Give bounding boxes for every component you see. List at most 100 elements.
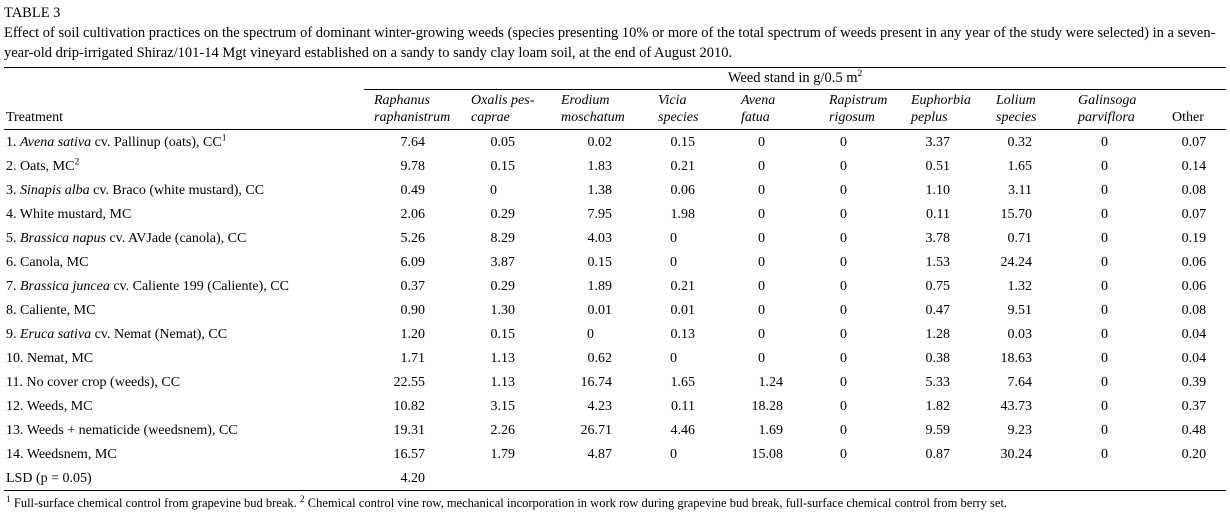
value-cell: 0 xyxy=(840,350,847,366)
footnote: 1 Full-surface chemical control from gra… xyxy=(4,495,1228,511)
value-cell: 3.37 xyxy=(925,134,951,150)
table-row: 10. Nemat, MC 1.71 1.13 0.62 0 0 0 0.38 18.63 0 0.… xyxy=(4,346,1226,370)
value-cell: 0.01 xyxy=(670,302,696,318)
data-table: Weed stand in g/0.5 m2 Treatment Raphanu… xyxy=(4,67,1227,491)
text-segment: 9. xyxy=(6,326,20,342)
value-cell: 24.24 xyxy=(1000,254,1033,270)
treatment-cell: 10. Nemat, MC xyxy=(4,346,364,370)
text-segment: 5. xyxy=(6,230,20,246)
value-cell: 0.48 xyxy=(1181,422,1207,438)
value-cell: 0.37 xyxy=(1181,398,1207,414)
value-cell: 0.06 xyxy=(1181,254,1207,270)
column-header-parviflora: Galinsoga parviflora xyxy=(1068,89,1162,130)
empty-cell xyxy=(648,466,731,491)
value-cell: 8.29 xyxy=(490,230,516,246)
lsd-row: LSD (p = 0.05) 4.20 xyxy=(4,466,1227,491)
value-cell: 18.63 xyxy=(1000,350,1033,366)
value-cell: 0.51 xyxy=(925,158,951,174)
value-cell: 0.04 xyxy=(1181,326,1207,342)
value-cell: 0.29 xyxy=(490,278,516,294)
superscript: 2 xyxy=(74,156,80,167)
value-cell: 1.89 xyxy=(587,278,613,294)
value-cell: 0.15 xyxy=(670,134,696,150)
text-segment: 10. Nemat, MC xyxy=(6,350,94,366)
text-segment: cv. Nemat (Nemat), CC xyxy=(91,326,228,342)
empty-cell xyxy=(1162,466,1227,491)
superscript: 1 xyxy=(221,132,227,143)
empty-cell xyxy=(986,466,1068,491)
value-cell: 0.21 xyxy=(670,278,696,294)
column-header-species: Lolium species xyxy=(986,89,1068,130)
empty-cell xyxy=(819,466,901,491)
treatment-cell: 4. White mustard, MC xyxy=(4,202,364,226)
value-cell: 0.13 xyxy=(670,326,696,342)
value-cell: 0 xyxy=(1101,206,1108,222)
value-cell: 0.06 xyxy=(670,182,696,198)
value-cell: 0.11 xyxy=(671,398,695,414)
value-cell: 0.14 xyxy=(1181,158,1207,174)
value-cell: 0.07 xyxy=(1181,206,1207,222)
value-cell: 0.38 xyxy=(925,350,951,366)
value-cell: 4.23 xyxy=(587,398,613,414)
value-cell: 0 xyxy=(1101,398,1108,414)
value-cell: 0.29 xyxy=(490,206,516,222)
table-row: 11. No cover crop (weeds), CC 22.55 1.13 16… xyxy=(4,370,1226,394)
value-cell: 0.20 xyxy=(1181,446,1207,462)
text-segment: 4. White mustard, MC xyxy=(6,206,132,222)
text-segment: cv. Braco (white mustard), CC xyxy=(89,182,265,198)
table-row: 14. Weedsnem, MC 16.57 1.79 4.87 0 15.08 0 0.87… xyxy=(4,442,1226,466)
value-cell: 1.65 xyxy=(1007,158,1033,174)
value-cell: 0 xyxy=(840,302,847,318)
text-segment: cv. Caliente 199 (Caliente), CC xyxy=(109,278,289,294)
value-cell: 1.38 xyxy=(587,182,613,198)
value-cell: 0.75 xyxy=(925,278,951,294)
value-cell: 9.78 xyxy=(400,158,426,174)
text-segment: 13. Weeds + nematicide (weedsnem), CC xyxy=(6,422,238,438)
species-name: Brassica napus xyxy=(20,230,106,246)
value-cell: 0.62 xyxy=(587,350,613,366)
treatment-column-header: Treatment xyxy=(4,89,364,130)
value-cell: 0 xyxy=(1101,278,1108,294)
text-segment: 1. xyxy=(6,134,20,150)
treatment-cell: 6. Canola, MC xyxy=(4,250,364,274)
value-cell: 22.55 xyxy=(393,374,426,390)
value-cell: 10.82 xyxy=(393,398,426,414)
treatment-cell: 2. Oats, MC2 xyxy=(4,154,364,178)
text-segment: cv. Pallinup (oats), CC xyxy=(91,134,222,150)
value-cell: 0 xyxy=(1101,446,1108,462)
value-cell: 1.30 xyxy=(490,302,516,318)
value-cell: 4.46 xyxy=(670,422,696,438)
value-cell: 0 xyxy=(840,134,847,150)
value-cell: 0 xyxy=(758,302,765,318)
value-cell: 1.65 xyxy=(670,374,696,390)
value-cell: 0.15 xyxy=(490,158,516,174)
species-name: Eruca sativa xyxy=(20,326,92,342)
value-cell: 0.49 xyxy=(400,182,426,198)
value-cell: 0 xyxy=(840,326,847,342)
table-row: 4. White mustard, MC 2.06 0.29 7.95 1.98 0 0 0.… xyxy=(4,202,1226,226)
table-row: 12. Weeds, MC 10.82 3.15 4.23 0.11 18.28 0 1.82… xyxy=(4,394,1226,418)
value-cell: 7.64 xyxy=(400,134,426,150)
value-cell: 1.20 xyxy=(400,326,426,342)
value-cell: 0.01 xyxy=(587,302,613,318)
empty-cell xyxy=(1068,466,1162,491)
value-cell: 0 xyxy=(1101,422,1108,438)
value-cell: 0.32 xyxy=(1007,134,1033,150)
value-cell: 0.21 xyxy=(670,158,696,174)
table-row: 9. Eruca sativa cv. Nemat (Nemat), CC 1.2… xyxy=(4,322,1226,346)
value-cell: 7.95 xyxy=(587,206,613,222)
value-cell: 1.98 xyxy=(670,206,696,222)
value-cell: 0 xyxy=(1101,158,1108,174)
treatment-cell: 13. Weeds + nematicide (weedsnem), CC xyxy=(4,418,364,442)
column-header-species: Vicia species xyxy=(648,89,731,130)
value-cell: 1.69 xyxy=(758,422,784,438)
treatment-cell: 8. Caliente, MC xyxy=(4,298,364,322)
value-cell: 0.06 xyxy=(1181,278,1207,294)
value-cell: 4.03 xyxy=(587,230,613,246)
column-header-row: Treatment Raphanus raphanistrum Oxalis pes… xyxy=(4,89,1227,130)
value-cell: 0.03 xyxy=(1007,326,1033,342)
value-cell: 0 xyxy=(840,374,847,390)
value-cell: 0.47 xyxy=(925,302,951,318)
superscript: 2 xyxy=(299,494,305,505)
